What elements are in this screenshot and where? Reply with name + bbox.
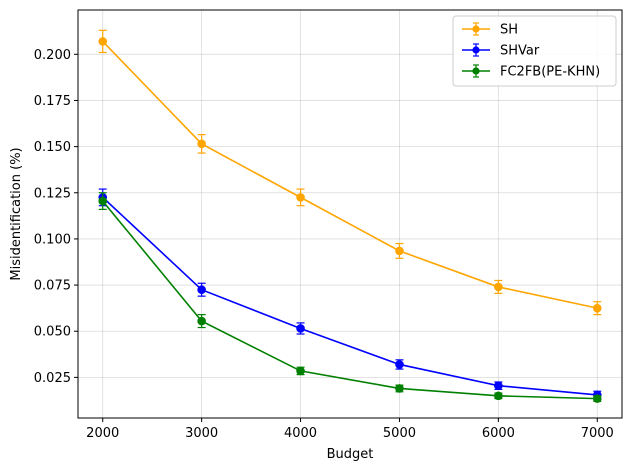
legend-marker [472, 25, 480, 33]
data-point [395, 384, 404, 393]
data-point [494, 282, 503, 292]
data-point [296, 324, 305, 333]
legend-marker [472, 67, 480, 75]
data-point [592, 394, 602, 403]
data-point [395, 360, 404, 369]
legend-item: FC2FB(PE-KHN) [462, 64, 600, 80]
legend-item: SHVar [462, 43, 540, 59]
legend-item: SH [462, 22, 518, 38]
y-tick-label: 0.175 [34, 94, 71, 109]
x-tick-label: 3000 [185, 426, 218, 441]
grid [78, 10, 622, 418]
data-point [395, 246, 404, 256]
legend-box [452, 15, 617, 87]
legend-label: SH [500, 23, 518, 38]
data-point [592, 303, 602, 313]
data-point [494, 381, 503, 390]
legend-label: FC2FB(PE-KHN) [500, 65, 600, 80]
x-tick-label: 7000 [581, 426, 614, 441]
series-line [102, 196, 598, 396]
x-tick-label: 4000 [284, 426, 317, 441]
y-axis-label: Misidentification (%) [9, 147, 24, 280]
x-tick-label: 5000 [383, 426, 416, 441]
series-line [102, 40, 598, 309]
series-sh [98, 29, 602, 316]
y-tick-label: 0.100 [34, 232, 71, 247]
axis-ticks: 2000 3000 4000 5000 6000 7000 0.025 0.050 0.075 0… [34, 48, 614, 441]
legend-label: SHVar [500, 44, 540, 59]
y-tick-label: 0.050 [34, 325, 71, 340]
x-axis-label: Budget [327, 447, 374, 462]
data-point [197, 285, 206, 294]
series-fc2fb-pe-khn [98, 192, 602, 403]
data-point [98, 37, 108, 46]
x-tick-label: 6000 [482, 426, 515, 441]
axes-frame [77, 9, 623, 419]
series-line [102, 200, 598, 400]
data-point [494, 391, 503, 401]
data-point [98, 196, 108, 206]
series-shvar [98, 188, 602, 400]
x-tick-label: 2000 [86, 426, 119, 441]
y-tick-label: 0.200 [34, 48, 71, 63]
y-tick-label: 0.025 [34, 371, 71, 386]
data-point [296, 366, 305, 376]
data-point [197, 139, 206, 149]
y-tick-label: 0.075 [34, 279, 71, 294]
y-tick-label: 0.125 [34, 186, 71, 201]
y-tick-label: 0.150 [34, 140, 71, 155]
legend: SH SHVar FC2FB(PE-KHN) [452, 15, 617, 87]
legend-marker [472, 46, 480, 54]
data-point [296, 193, 305, 202]
data-point [197, 316, 206, 326]
plot-area [98, 29, 602, 403]
